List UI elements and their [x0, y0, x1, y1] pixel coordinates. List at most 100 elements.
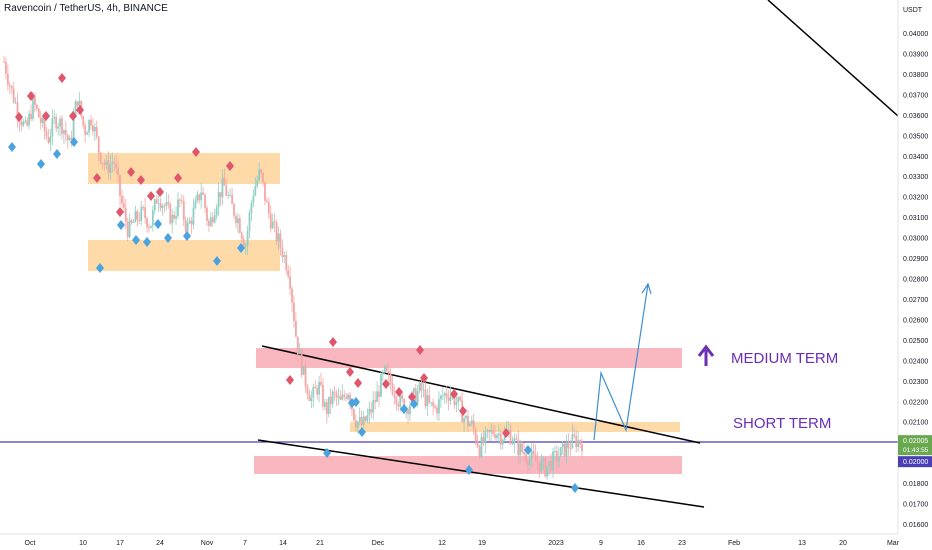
candle-body [445, 393, 448, 398]
candle-body [345, 396, 348, 399]
candle-body [515, 438, 518, 440]
candle-body [242, 238, 245, 247]
candle-body [486, 429, 489, 432]
candle-body [339, 396, 342, 400]
channel-bottom-line [257, 439, 705, 508]
candle-body [66, 135, 69, 141]
candle-body [385, 365, 388, 371]
pivot-low-marker [164, 233, 172, 243]
pivot-low-marker [400, 404, 408, 414]
candle-body [579, 440, 581, 445]
candle-body [422, 389, 425, 391]
candle-body [478, 446, 481, 457]
x-tick-label: 21 [316, 540, 324, 547]
candle-body [360, 417, 363, 426]
candle-body [523, 451, 525, 455]
pivot-low-marker [410, 399, 418, 409]
candle-body [140, 207, 143, 222]
candle-body [225, 185, 228, 196]
pivot-high-marker [502, 428, 510, 438]
candle-body [10, 85, 13, 89]
x-tick-label: 10 [79, 540, 87, 547]
candle-body [548, 460, 551, 467]
pivot-low-marker [143, 237, 151, 247]
candle-body [90, 119, 92, 126]
candle-body [20, 121, 23, 126]
candle-body [528, 458, 531, 465]
candle-body [76, 101, 79, 106]
candle-body [244, 245, 247, 247]
candle-body [215, 207, 218, 216]
candle-body [238, 218, 241, 233]
x-tick-label: 9 [599, 540, 603, 547]
pivot-high-marker [156, 187, 164, 197]
candle-body [43, 117, 46, 132]
candle-body [509, 429, 512, 444]
candle-body [6, 73, 9, 85]
candle-body [439, 395, 442, 400]
candle-body [424, 389, 427, 407]
pivot-high-marker [42, 111, 50, 121]
candle-body [266, 200, 268, 203]
candle-body [337, 396, 340, 398]
candle-body [428, 395, 431, 403]
candle-body [555, 451, 558, 462]
candle-body [64, 130, 67, 136]
pivot-high-marker [192, 147, 200, 157]
candle-body [211, 217, 214, 223]
candle-body [113, 162, 116, 164]
candle-body [436, 407, 438, 414]
price-tags: 0.02005 01:43:55 0.02000 [898, 435, 932, 468]
candle-body [546, 466, 549, 477]
candle-body [470, 420, 473, 425]
candle-body [57, 126, 60, 129]
candle-body [84, 125, 87, 135]
candle-body [538, 463, 541, 472]
candle-body [395, 397, 398, 405]
candle-body [381, 372, 384, 375]
candle-body [467, 415, 469, 427]
candle-body [101, 162, 104, 164]
candle-body [349, 394, 351, 405]
candle-body [364, 416, 367, 422]
candle-body [103, 163, 106, 165]
candle-body [316, 388, 319, 395]
candle-body [256, 180, 259, 187]
candle-body [468, 424, 471, 427]
candle-body [134, 211, 137, 223]
candle-body [441, 395, 444, 397]
candle-body [455, 402, 458, 405]
annotation-medium-term: MEDIUM TERM [731, 350, 838, 367]
candle-body [397, 404, 400, 407]
candle-body [157, 203, 160, 204]
candle-body [323, 402, 326, 407]
candle-body [5, 61, 7, 74]
y-tick-label: 0.03000 [903, 236, 928, 243]
candle-body [542, 458, 545, 461]
x-tick-label: 19 [478, 540, 486, 547]
candle-body [563, 443, 566, 457]
candle-body [298, 349, 301, 355]
candle-body [99, 152, 102, 163]
candle-body [296, 336, 299, 355]
candle-body [308, 394, 311, 401]
candle-body [279, 233, 282, 248]
candle-body [93, 127, 96, 132]
candle-body [246, 231, 249, 246]
pivot-high-marker [127, 167, 135, 177]
pivot-high-marker [354, 378, 362, 388]
candle-body [182, 201, 185, 221]
candle-body [68, 137, 71, 141]
candle-body [250, 202, 253, 214]
candle-body [497, 433, 500, 435]
candle-body [86, 132, 89, 135]
candle-body [561, 443, 564, 448]
candle-body [327, 396, 330, 415]
candle-body [128, 220, 131, 237]
zone-medium-red [256, 348, 682, 368]
candle-body [233, 204, 235, 216]
candle-body [192, 208, 195, 225]
pivot-high-marker [346, 367, 354, 377]
y-tick-label: 0.03700 [903, 92, 928, 99]
